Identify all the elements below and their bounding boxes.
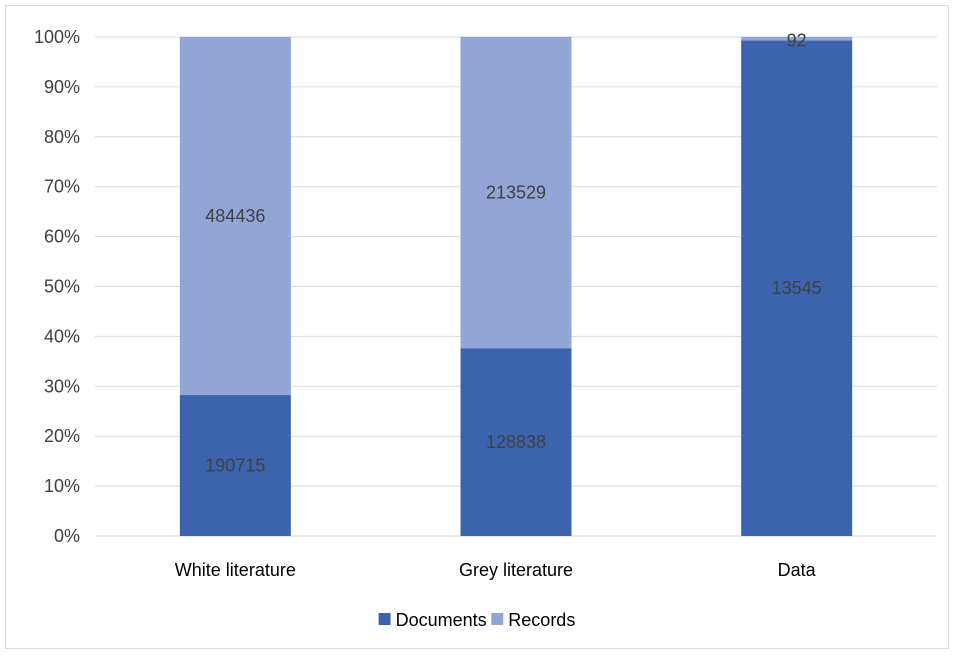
y-tick-label: 90% (44, 77, 80, 97)
data-label: 213529 (486, 183, 546, 203)
data-label: 190715 (205, 456, 265, 476)
y-tick-label: 0% (54, 526, 80, 546)
bar-documents (741, 40, 853, 537)
x-category-label: Grey literature (459, 560, 573, 580)
y-tick-label: 10% (44, 476, 80, 496)
legend-swatch (378, 613, 391, 625)
legend-swatch (491, 613, 504, 625)
y-tick-label: 20% (44, 426, 80, 446)
y-tick-label: 30% (44, 376, 80, 396)
y-tick-label: 80% (44, 127, 80, 147)
bar-records (460, 37, 572, 349)
y-tick-label: 60% (44, 227, 80, 247)
bar-records (741, 37, 853, 41)
legend-label: Records (508, 610, 575, 630)
y-tick-label: 70% (44, 177, 80, 197)
x-category-label: Data (778, 560, 817, 580)
data-label: 484436 (205, 206, 265, 226)
x-category-label: White literature (175, 560, 296, 580)
y-tick-label: 50% (44, 277, 80, 297)
data-label: 13545 (772, 278, 822, 298)
legend-label: Documents (396, 610, 487, 630)
bar-records (179, 37, 291, 396)
data-label: 128838 (486, 432, 546, 452)
y-tick-label: 100% (34, 27, 80, 47)
bar-documents (460, 348, 572, 536)
y-tick-label: 40% (44, 326, 80, 346)
bar-documents (179, 395, 291, 536)
data-label: 92 (787, 30, 807, 50)
